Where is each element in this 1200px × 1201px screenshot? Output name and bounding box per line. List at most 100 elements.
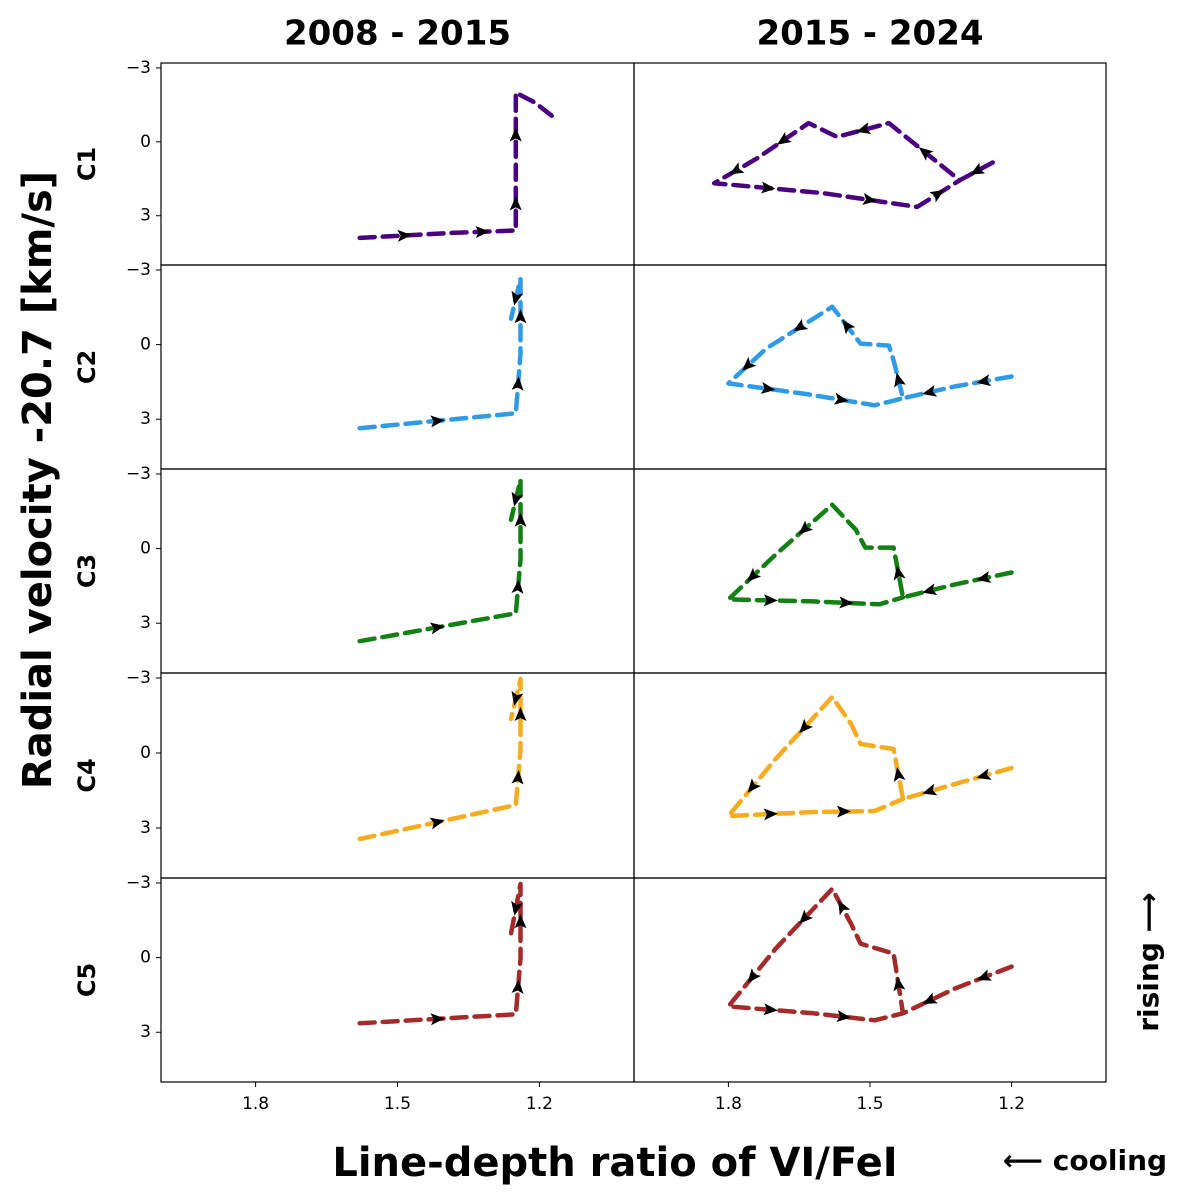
direction-arrow <box>836 1010 851 1022</box>
direction-arrow <box>922 783 938 796</box>
direction-arrow <box>511 690 524 706</box>
data-line <box>357 676 523 842</box>
row-label: C2 <box>73 350 101 384</box>
direction-arrow <box>856 122 872 135</box>
direction-arrow <box>793 318 809 332</box>
y-tick-label: 3 <box>140 409 151 429</box>
panel-frame <box>160 468 635 674</box>
direction-arrow <box>776 131 792 145</box>
data-line <box>357 90 556 241</box>
direction-arrow <box>763 1003 778 1016</box>
direction-arrow <box>839 596 854 609</box>
direction-arrow <box>511 376 524 391</box>
direction-arrow <box>429 817 445 830</box>
direction-arrow <box>922 583 938 596</box>
direction-arrow <box>509 127 522 142</box>
direction-arrow <box>511 290 524 306</box>
row-label: C5 <box>73 963 101 997</box>
x-axis-label: Line-depth ratio of VI/FeI <box>332 1140 897 1186</box>
direction-arrow <box>511 491 524 507</box>
column-title: 2008 - 2015 <box>284 14 511 54</box>
y-tick-label: 0 <box>140 539 151 559</box>
direction-arrow <box>514 914 527 929</box>
panel-frame <box>160 264 635 470</box>
direction-arrow <box>514 309 527 324</box>
direction-arrow <box>976 768 992 780</box>
x-note: ⟵ cooling <box>1003 1144 1167 1177</box>
direction-arrow <box>842 319 856 335</box>
y-tick-label: 3 <box>140 818 151 838</box>
y-tick-label: −3 <box>126 668 151 688</box>
row-label: C3 <box>73 554 101 588</box>
y-tick-label: 0 <box>140 948 151 968</box>
direction-arrow <box>397 229 412 242</box>
direction-arrow <box>836 805 852 818</box>
direction-arrow <box>976 374 992 387</box>
direction-arrow <box>514 512 527 527</box>
y-tick-label: 3 <box>140 613 151 633</box>
direction-arrow <box>760 382 776 394</box>
direction-arrow <box>918 147 934 161</box>
direction-arrow <box>511 979 524 994</box>
direction-arrow <box>922 384 938 397</box>
direction-arrow <box>893 976 906 992</box>
direction-arrow <box>429 622 445 635</box>
direction-arrow <box>430 1013 445 1026</box>
direction-arrow <box>894 372 906 388</box>
y-tick-label: 3 <box>140 1022 151 1042</box>
direction-arrow <box>922 992 938 1004</box>
data-line <box>357 276 523 431</box>
direction-arrow <box>511 900 523 916</box>
direction-arrow <box>511 579 524 594</box>
direction-arrow <box>746 567 762 582</box>
direction-arrow <box>514 707 527 721</box>
row-label: C4 <box>73 758 101 792</box>
data-line <box>726 886 1014 1023</box>
direction-arrow <box>799 909 814 924</box>
y-tick-label: −3 <box>126 260 151 280</box>
x-tick-label: 1.8 <box>715 1094 742 1114</box>
direction-arrow <box>729 162 745 175</box>
row-label: C1 <box>73 147 101 181</box>
y-tick-label: 0 <box>140 132 151 152</box>
panel-frame <box>160 877 635 1083</box>
direction-arrow <box>833 392 849 405</box>
direction-arrow <box>742 356 757 371</box>
data-line <box>726 502 1014 607</box>
direction-arrow <box>430 415 445 428</box>
x-tick-label: 1.5 <box>856 1094 883 1114</box>
direction-arrow <box>475 226 490 238</box>
x-tick-label: 1.8 <box>242 1094 269 1114</box>
direction-arrow <box>509 196 522 211</box>
y-tick-label: −3 <box>126 58 151 78</box>
direction-arrow <box>976 571 992 583</box>
x-tick-label: 1.5 <box>384 1094 411 1114</box>
direction-arrow <box>929 189 945 203</box>
direction-arrow <box>511 770 524 785</box>
direction-arrow <box>763 594 778 607</box>
column-title: 2015 - 2024 <box>756 14 983 54</box>
panel-frame <box>633 672 1107 879</box>
panel-frame <box>160 672 635 879</box>
direction-arrow <box>893 767 906 782</box>
panel-frame <box>633 62 1107 266</box>
direction-arrow <box>970 162 986 175</box>
y-axis-label: Radial velocity -20.7 [km/s] <box>15 171 61 789</box>
data-line <box>726 694 1014 819</box>
direction-arrow <box>763 808 778 821</box>
panel-frame <box>633 468 1107 674</box>
y-tick-label: 3 <box>140 206 151 226</box>
direction-arrow <box>893 565 906 581</box>
direction-arrow <box>798 520 814 535</box>
y-tick-label: −3 <box>126 873 151 893</box>
data-line <box>711 120 995 210</box>
data-line <box>357 881 523 1026</box>
direction-arrow <box>747 778 762 793</box>
data-line <box>357 477 523 644</box>
x-tick-label: 1.2 <box>526 1094 553 1114</box>
panel-frame <box>633 877 1107 1083</box>
direction-arrow <box>761 181 776 194</box>
direction-arrow <box>862 193 877 205</box>
y-tick-label: 0 <box>140 743 151 763</box>
